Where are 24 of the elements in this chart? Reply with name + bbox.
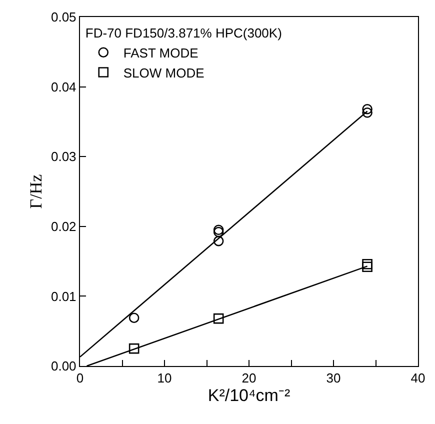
point [213,236,224,246]
x-tick-label: 20 [242,370,256,386]
y-tick-label: 0.04 [50,79,76,94]
y-tick-label: 0.01 [50,288,76,304]
point [213,313,224,324]
y-tick-label: 0.03 [50,149,76,164]
x-tick-label: 0 [76,370,84,386]
point [362,107,372,118]
y-tick-label: 0.02 [50,218,76,234]
x-tick-label: 40 [410,370,426,386]
y-tick-label: 0.05 [50,10,76,25]
y-axis-title: Γ/Hz [26,174,46,209]
point [128,343,140,354]
point [128,312,140,323]
legend-label: FAST MODE [123,45,199,60]
point [362,262,372,272]
point [362,258,372,270]
y-tick-label: 0.00 [50,358,76,374]
x-axis-title: K²/10⁴cm⁻² [208,386,290,406]
point [362,104,372,114]
legend-label: SLOW MODE [123,65,205,80]
x-tick-label: 30 [326,370,341,386]
x-tick-label: 10 [157,370,172,386]
legend-title: FD-70 FD150/3.871% HPC(300K) [85,25,282,40]
